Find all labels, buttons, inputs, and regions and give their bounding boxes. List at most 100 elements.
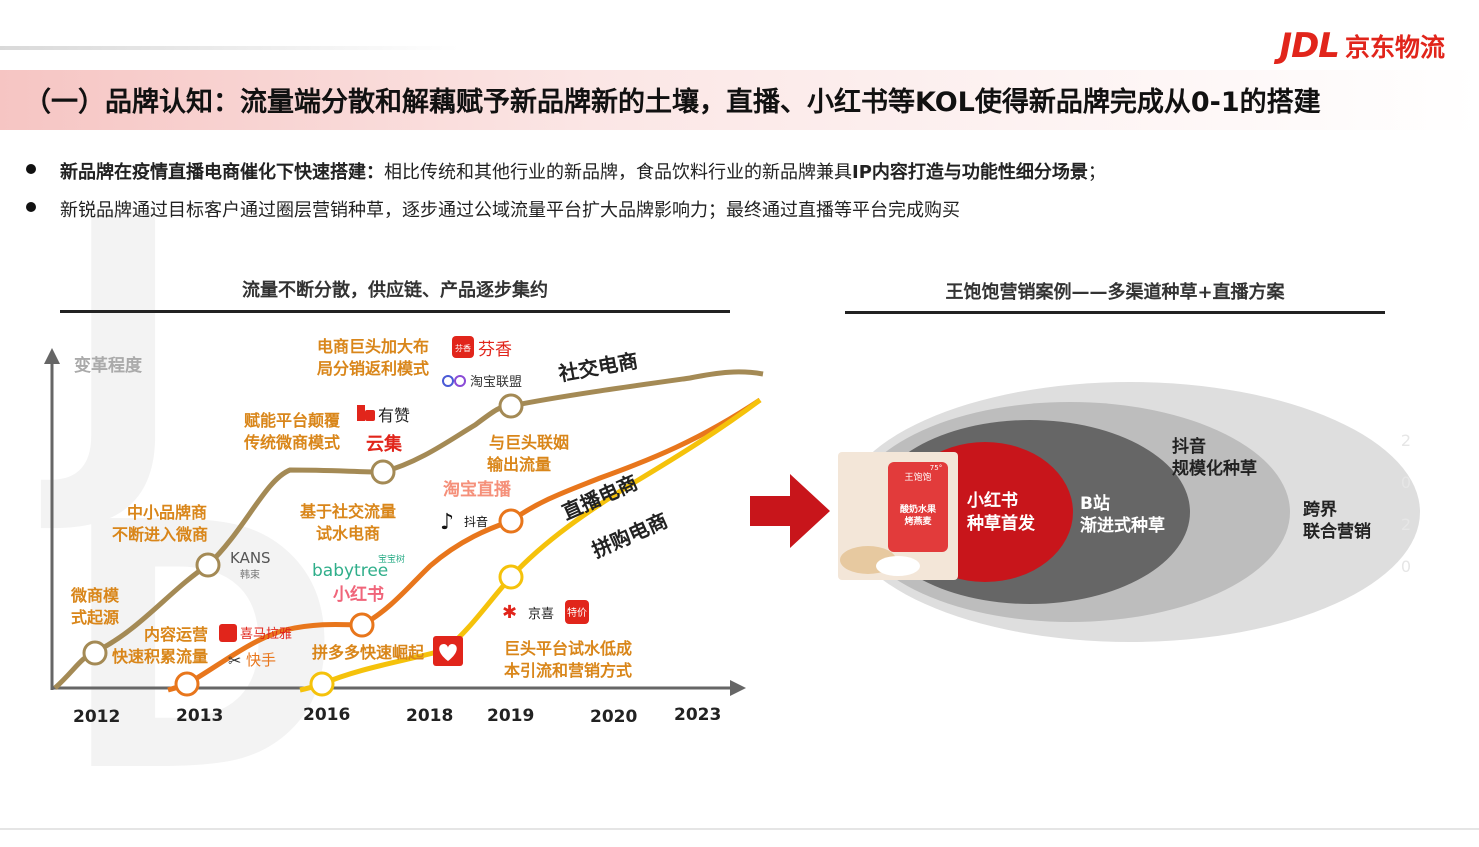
brand-tejia: 特价 bbox=[565, 600, 589, 624]
product-label: 酸奶水果 bbox=[900, 503, 937, 515]
bullet-dot bbox=[26, 164, 36, 174]
jdl-logo: JDL 京东物流 bbox=[1279, 26, 1445, 66]
side-digit: 0 bbox=[1400, 473, 1412, 492]
brand-kuaishou: ✂ 快手 bbox=[228, 651, 276, 670]
jingxi-logo: 京喜 bbox=[528, 607, 554, 622]
group-buy-label: 拼购电商 bbox=[588, 508, 671, 562]
bottom-rule bbox=[0, 828, 1479, 830]
year-label: 2020 bbox=[590, 707, 637, 727]
stage-text: 快速积累流量 bbox=[112, 647, 208, 666]
product-image: 王饱饱 酸奶水果 烤燕麦 75° bbox=[838, 452, 958, 580]
stage-node bbox=[370, 459, 396, 485]
side-digit: 0 bbox=[1400, 557, 1412, 576]
live-ecommerce-curve bbox=[167, 397, 762, 693]
stage-node bbox=[195, 552, 221, 578]
top-decor-rule bbox=[0, 46, 460, 50]
tejia-icon bbox=[565, 600, 589, 624]
side-digit: 2 bbox=[1400, 515, 1412, 534]
yunji-logo: 云集 bbox=[366, 433, 403, 455]
year-label: 2023 bbox=[674, 705, 721, 725]
taobao-live-logo: 淘宝直播 bbox=[443, 479, 512, 500]
thumb-up-icon bbox=[357, 405, 365, 421]
stage-text: 传统微商模式 bbox=[243, 433, 340, 452]
bullet-lead: 新品牌在疫情直播电商催化下快速搭建： bbox=[60, 162, 384, 183]
stage-node bbox=[82, 640, 108, 666]
logo-mark: JDL bbox=[1279, 26, 1340, 66]
page-title: （一）品牌认知：流量端分散和解藕赋予新品牌新的土壤，直播、小红书等KOL使得新品… bbox=[24, 87, 1321, 118]
stage-text: 赋能平台颠覆 bbox=[244, 411, 341, 430]
ximalaya-icon bbox=[219, 624, 237, 642]
product-brand: 王饱饱 bbox=[904, 471, 931, 483]
brand-youzan: 有赞 bbox=[357, 405, 410, 425]
kans-sub: 韩束 bbox=[240, 568, 260, 581]
year-label: 2016 bbox=[303, 705, 350, 725]
bullet-dot bbox=[26, 202, 36, 212]
douyin-icon: ♪ bbox=[440, 510, 454, 535]
product-badge: 75° bbox=[930, 464, 942, 472]
brand-taobao-union: 淘宝联盟 bbox=[442, 375, 522, 390]
product-package bbox=[888, 462, 948, 552]
pinduoduo-heart bbox=[439, 644, 457, 661]
stage-text: 与巨头联姻 bbox=[489, 433, 569, 452]
ring-label-douyin-desc: 规模化种草 bbox=[1172, 458, 1257, 479]
stage-text: 电商巨头加大布 bbox=[317, 337, 429, 356]
year-label: 2013 bbox=[176, 706, 223, 726]
taobao-union-icon bbox=[442, 375, 454, 387]
stage-text: 拼多多快速崛起 bbox=[312, 643, 425, 662]
bullet-strong: IP内容打造与功能性细分场景 bbox=[852, 162, 1088, 183]
left-section-rule bbox=[60, 310, 730, 313]
year-label: 2019 bbox=[487, 706, 534, 726]
transition-arrow bbox=[750, 474, 830, 548]
stage-node bbox=[349, 612, 375, 638]
jingxi-icon: ✱ bbox=[502, 602, 517, 623]
ring-label-xiaohongshu: 小红书 bbox=[967, 490, 1018, 511]
brand-babytree: 宝宝树 babytree bbox=[312, 553, 405, 581]
tejia-logo: 特价 bbox=[567, 607, 587, 619]
kuaishou-logo: 快手 bbox=[246, 651, 276, 669]
year-label: 2012 bbox=[73, 707, 120, 727]
stage-text: 巨头平台试水低成 bbox=[504, 639, 632, 658]
brand-jingxi: ✱ 京喜 bbox=[502, 602, 554, 623]
babytree-badge: 宝宝树 bbox=[378, 553, 405, 565]
brand-douyin: ♪ 抖音 bbox=[440, 510, 488, 535]
ximalaya-logo: 喜马拉雅 bbox=[240, 627, 292, 642]
fenxiang-badge-text: 芬香 bbox=[455, 343, 471, 353]
y-axis-label: 变革程度 bbox=[74, 355, 143, 376]
logo-name: 京东物流 bbox=[1344, 33, 1445, 62]
youzan-logo: 有赞 bbox=[378, 406, 410, 425]
brand-ximalaya: 喜马拉雅 bbox=[219, 624, 292, 642]
year-label: 2018 bbox=[406, 706, 453, 726]
xiaohongshu-logo: 小红书 bbox=[333, 584, 384, 605]
stage-node bbox=[498, 564, 524, 590]
stage-node bbox=[309, 671, 335, 697]
yogurt-cup bbox=[876, 556, 920, 576]
bullet-list: 新品牌在疫情直播电商催化下快速搭建：相比传统和其他行业的新品牌，食品饮料行业的新… bbox=[26, 158, 1106, 234]
babytree-logo: babytree bbox=[312, 561, 388, 581]
stage-text: 试水电商 bbox=[316, 524, 380, 543]
stage-text: 基于社交流量 bbox=[299, 502, 396, 521]
side-year-digits: 2 0 2 0 bbox=[1396, 420, 1416, 588]
kans-logo: KANS bbox=[230, 549, 271, 567]
ring-label-bilibili: B站 bbox=[1080, 493, 1110, 514]
ring-label-xiaohongshu-desc: 种草首发 bbox=[966, 513, 1036, 534]
stage-text: 局分销返利模式 bbox=[317, 359, 429, 378]
x-axis-arrow bbox=[730, 680, 746, 696]
bullet-end: ； bbox=[1087, 162, 1106, 183]
kuaishou-icon: ✂ bbox=[228, 651, 241, 670]
stage-text: 内容运营 bbox=[144, 625, 208, 644]
stage-text: 式起源 bbox=[71, 608, 119, 627]
product-label: 烤燕麦 bbox=[904, 515, 932, 527]
stage-text: 微商模 bbox=[70, 586, 120, 605]
left-section-title: 流量不断分散，供应链、产品逐步集约 bbox=[242, 280, 548, 301]
bullet-item: 新锐品牌通过目标客户通过圈层营销种草，逐步通过公域流量平台扩大品牌影响力；最终通… bbox=[26, 196, 1106, 222]
brand-kans: KANS 韩束 bbox=[230, 549, 271, 581]
title-band bbox=[0, 70, 1479, 130]
taobao-union-logo: 淘宝联盟 bbox=[470, 375, 522, 390]
social-ecommerce-label: 社交电商 bbox=[556, 348, 640, 386]
douyin-logo: 抖音 bbox=[464, 514, 488, 529]
brand-fenxiang: 芬香 芬香 bbox=[452, 336, 512, 360]
taobao-union-icon-part bbox=[454, 375, 466, 387]
ring-label-crossover: 跨界 bbox=[1303, 500, 1337, 520]
ring-label-bilibili-desc: 渐进式种草 bbox=[1080, 515, 1165, 536]
